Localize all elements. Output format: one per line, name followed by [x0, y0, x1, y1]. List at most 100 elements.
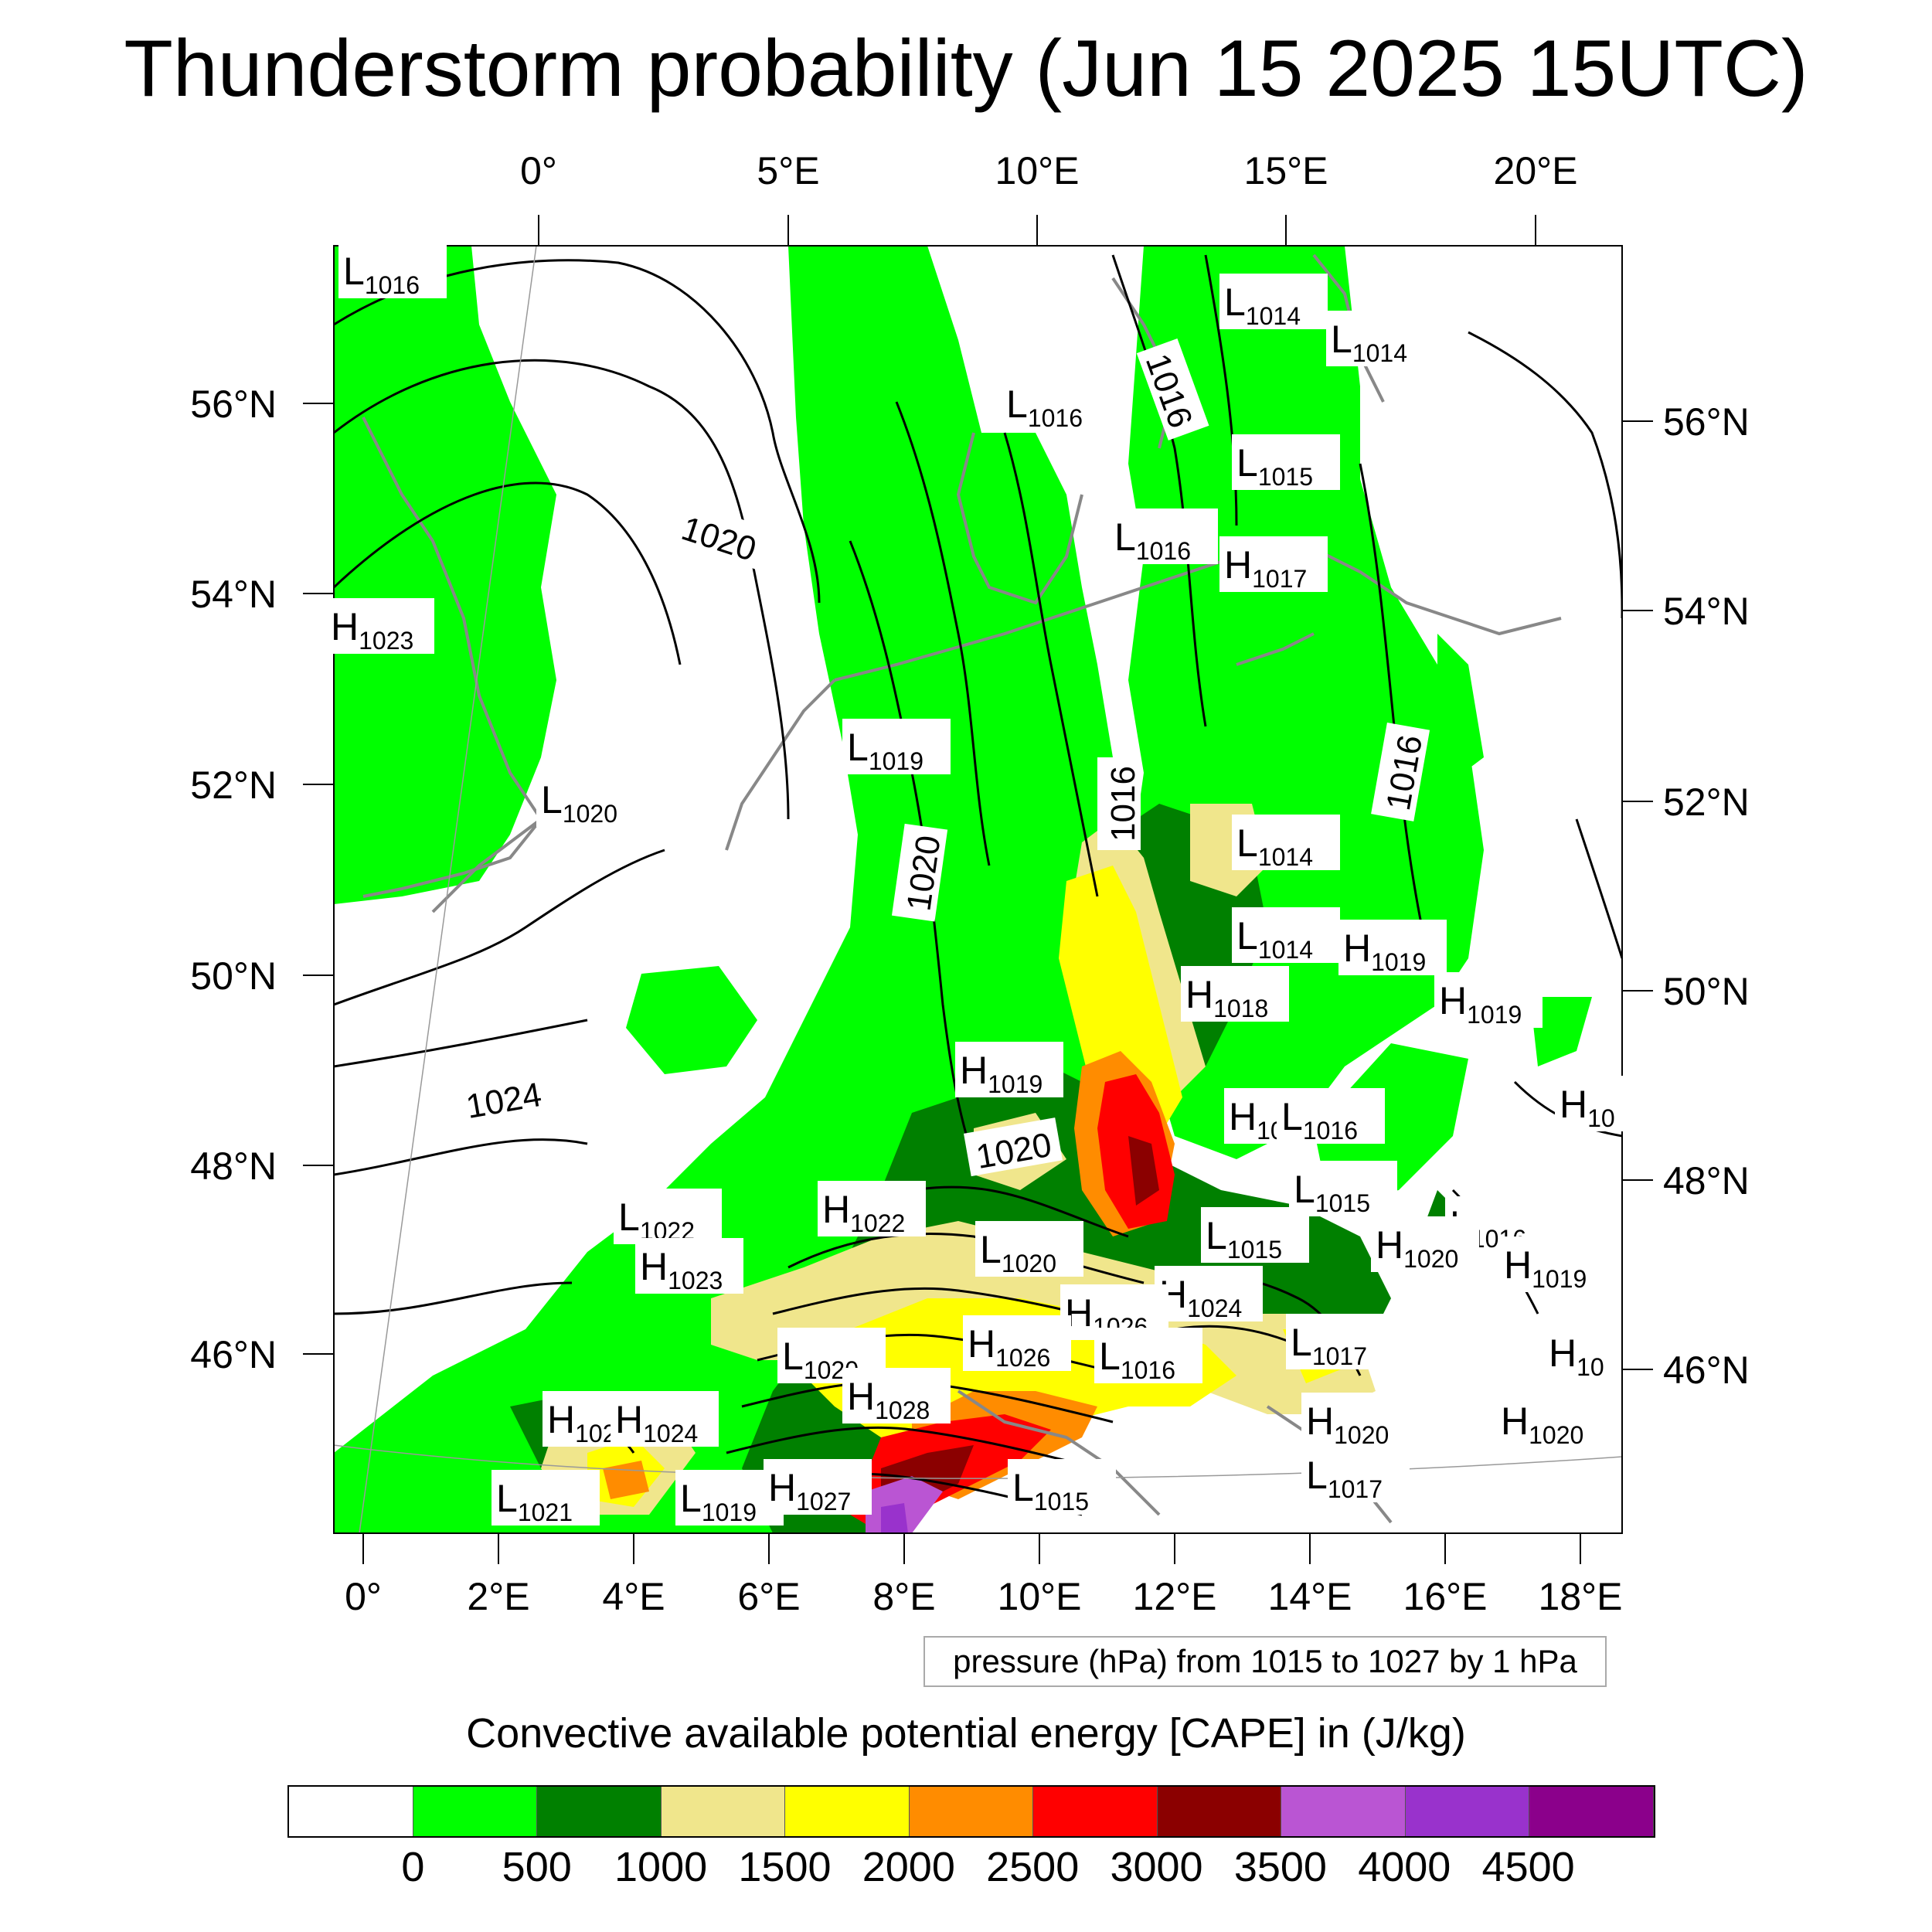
lat-lon-grid	[333, 245, 1623, 1534]
legend-title: Convective available potential energy [C…	[466, 1710, 1466, 1757]
pressure-system-label: H1020	[1496, 1393, 1604, 1449]
pressure-system-label: H10	[1544, 1325, 1617, 1381]
pressure-system-label: L1015	[1201, 1207, 1309, 1264]
colorbar-label: 2500	[986, 1844, 1080, 1890]
svg-text:L1016: L1016	[1114, 515, 1191, 565]
pressure-system-label: H1019	[1434, 972, 1543, 1029]
pressure-system-label: L1022	[614, 1189, 722, 1245]
colorbar-swatch	[909, 1787, 1034, 1836]
left-lat-label: 50°N	[190, 954, 277, 998]
svg-text:L1016: L1016	[1281, 1095, 1358, 1145]
pressure-system-label: H10	[1555, 1076, 1628, 1132]
top-lon-labels: 0° 5°E 10°E 15°E 20°E	[520, 149, 1577, 192]
bottom-lon-label: 16°E	[1403, 1575, 1488, 1618]
pressure-system-label: H1019	[955, 1042, 1063, 1098]
svg-text:H1017: H1017	[1224, 543, 1307, 593]
colorbar-label: 0	[401, 1844, 425, 1890]
colorbar-swatch	[1157, 1787, 1282, 1836]
pressure-system-label: L1017	[1301, 1447, 1410, 1503]
pressure-system-label: H1019	[1338, 920, 1447, 976]
svg-text:H1028: H1028	[847, 1375, 930, 1424]
bottom-lon-label: 6°E	[737, 1575, 800, 1618]
colorbar-label: 4500	[1481, 1844, 1575, 1890]
svg-text:L1017: L1017	[1306, 1454, 1383, 1503]
right-lat-label: 46°N	[1663, 1349, 1750, 1392]
svg-text:L1021: L1021	[496, 1477, 573, 1526]
svg-text:L1014: L1014	[1236, 914, 1313, 964]
colorbar-label: 1500	[738, 1844, 832, 1890]
pressure-system-label: L1020	[536, 771, 645, 828]
colorbar-swatch	[1281, 1787, 1406, 1836]
pressure-system-label: L1015	[1008, 1459, 1116, 1515]
colorbar-label: 1000	[614, 1844, 708, 1890]
pressure-system-label: L1017	[1286, 1314, 1394, 1370]
colorbar-swatch	[289, 1787, 413, 1836]
top-lon-label: 5°E	[757, 149, 819, 192]
left-lat-label: 52°N	[190, 764, 277, 807]
map-title: Thunderstorm probability (Jun 15 2025 15…	[124, 24, 1808, 114]
pressure-system-label: L1020	[975, 1221, 1083, 1277]
pressure-systems: L1016 L1014 L1014 L1016 L1015 L1016 H1017 H1023…	[326, 243, 1628, 1526]
svg-text:H1020: H1020	[1501, 1400, 1583, 1449]
bottom-lon-label: 18°E	[1539, 1575, 1623, 1618]
right-lat-label: 56°N	[1663, 400, 1750, 444]
svg-text:H102: H102	[547, 1398, 617, 1447]
svg-text:H10: H10	[1549, 1332, 1604, 1381]
svg-text:1016: 1016	[1104, 766, 1142, 842]
pressure-system-label: L1015	[1232, 434, 1340, 491]
right-lat-label: 48°N	[1663, 1159, 1750, 1202]
colorbar-swatch	[1033, 1787, 1158, 1836]
svg-text:L1020: L1020	[541, 778, 617, 828]
svg-text:L1019: L1019	[680, 1477, 757, 1526]
left-lat-label: 56°N	[190, 383, 277, 426]
colorbar-swatch	[537, 1787, 662, 1836]
pressure-system-label: L1014	[1326, 311, 1434, 367]
bottom-lon-label: 8°E	[872, 1575, 935, 1618]
axis-ticks	[303, 215, 1653, 1564]
colorbar-swatch	[1529, 1787, 1655, 1836]
colorbar-label: 2000	[862, 1844, 955, 1890]
pressure-system-label: L1016	[1277, 1088, 1385, 1145]
svg-text:H1019: H1019	[1504, 1243, 1587, 1293]
pressure-system-label: L1015	[1289, 1161, 1397, 1217]
right-lat-labels: 56°N 54°N 52°N 50°N 48°N 46°N	[1663, 400, 1750, 1392]
svg-text:L1019: L1019	[847, 726, 923, 775]
bottom-lon-label: 12°E	[1133, 1575, 1217, 1618]
top-lon-label: 10°E	[995, 149, 1080, 192]
colorbar-label: 500	[502, 1844, 572, 1890]
pressure-system-label: H1020	[1301, 1393, 1410, 1449]
svg-text:H1019: H1019	[960, 1049, 1043, 1098]
pressure-system-label: H1028	[842, 1368, 951, 1424]
pressure-system-label: L1019	[842, 719, 951, 775]
bottom-lon-labels: 0° 2°E 4°E 6°E 8°E 10°E 12°E 14°E 16°E 1…	[345, 1575, 1622, 1618]
svg-text:L1015: L1015	[1012, 1466, 1089, 1515]
svg-text:L1016: L1016	[1099, 1335, 1175, 1384]
svg-text:H1023: H1023	[640, 1245, 723, 1294]
pressure-system-label: L1016	[1002, 376, 1110, 432]
svg-text:H1020: H1020	[1306, 1400, 1389, 1449]
pressure-system-label: L1016	[338, 243, 447, 299]
pressure-system-label: H1024	[1155, 1266, 1263, 1322]
pressure-system-label: H1027	[764, 1459, 872, 1515]
pressure-system-label: H1026	[963, 1315, 1071, 1372]
svg-text:L1016: L1016	[1006, 383, 1083, 432]
svg-text:H1020: H1020	[1376, 1223, 1458, 1273]
right-lat-label: 52°N	[1663, 781, 1750, 824]
svg-text:L1015: L1015	[1206, 1214, 1282, 1264]
colorbar-swatch	[661, 1787, 786, 1836]
pressure-system-label: H1018	[1181, 966, 1289, 1022]
svg-text:H1024: H1024	[615, 1398, 698, 1447]
pressure-system-label: H1020	[1371, 1216, 1479, 1273]
svg-text:L1020: L1020	[980, 1228, 1056, 1277]
svg-text:H1018: H1018	[1185, 973, 1268, 1022]
isobar-label: 1016	[1097, 757, 1142, 850]
colorbar-label: 3000	[1110, 1844, 1203, 1890]
left-lat-labels: 56°N 54°N 52°N 50°N 48°N 46°N	[190, 383, 277, 1376]
svg-text:L1014: L1014	[1236, 821, 1313, 871]
colorbar-labels: 0 500 1000 1500 2000 2500 3000 3500 4000 4500	[0, 1843, 1932, 1897]
svg-text:L1016: L1016	[343, 250, 420, 299]
pressure-system-label: H1023	[326, 598, 434, 655]
colorbar-label: 4000	[1358, 1844, 1451, 1890]
bottom-lon-label: 0°	[345, 1575, 382, 1618]
